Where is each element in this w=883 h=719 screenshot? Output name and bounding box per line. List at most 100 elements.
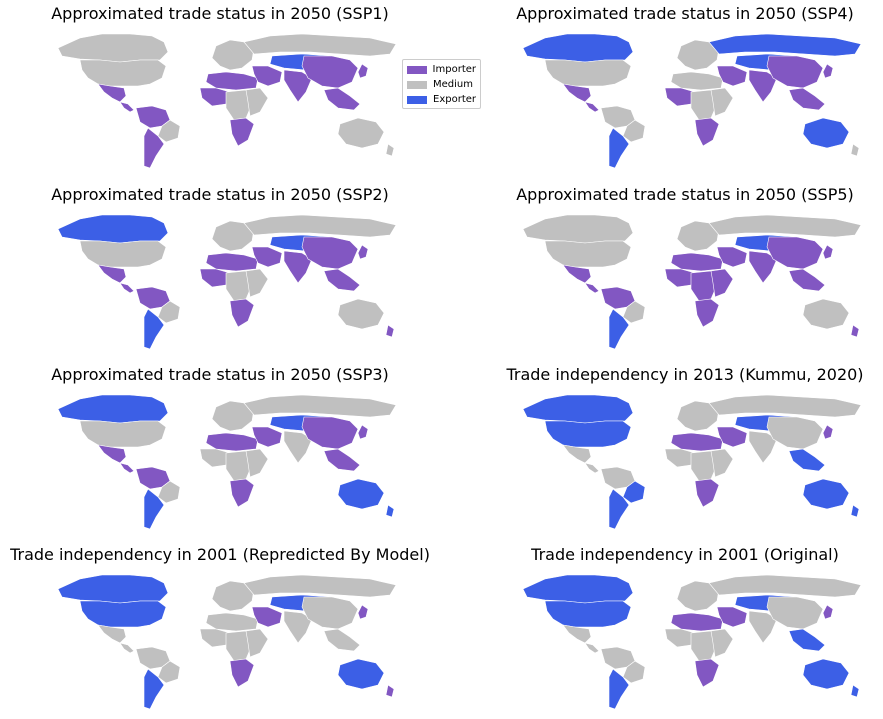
- region-middle-east: [251, 65, 283, 87]
- region-china: [766, 55, 824, 89]
- region-southern-africa: [694, 298, 720, 328]
- region-north-africa: [205, 612, 259, 632]
- panel-title: Trade independency in 2013 (Kummu, 2020): [506, 365, 864, 384]
- region-west-africa: [199, 628, 231, 648]
- region-west-africa: [199, 87, 231, 107]
- region-europe: [676, 400, 720, 432]
- region-new-zealand: [385, 143, 395, 157]
- map-panel-5: Approximated trade status in 2050 (SSP3): [0, 361, 440, 539]
- region-central-america: [584, 282, 600, 294]
- region-australia: [802, 478, 850, 510]
- region-north-africa: [670, 71, 724, 91]
- region-mexico: [97, 83, 127, 103]
- region-southeast-asia: [323, 268, 361, 292]
- region-usa: [544, 59, 632, 87]
- region-mexico: [97, 624, 127, 644]
- region-new-zealand: [385, 684, 395, 698]
- map-panel-1: Approximated trade status in 2050 (SSP1): [0, 0, 440, 178]
- panel-title: Approximated trade status in 2050 (SSP4): [516, 4, 854, 23]
- region-south-america-south: [143, 668, 165, 710]
- world-map: [522, 574, 862, 710]
- map-panel-8: Trade independency in 2001 (Original): [465, 541, 883, 719]
- world-map: [522, 33, 862, 169]
- region-north-africa: [205, 432, 259, 452]
- region-east-africa: [245, 268, 269, 298]
- region-india: [283, 250, 313, 284]
- panel-title: Approximated trade status in 2050 (SSP5): [516, 185, 854, 204]
- region-north-africa: [670, 432, 724, 452]
- region-central-america: [584, 642, 600, 654]
- region-japan: [822, 244, 834, 260]
- region-australia: [802, 117, 850, 149]
- region-southeast-asia: [788, 87, 826, 111]
- region-russia: [708, 214, 862, 238]
- region-usa: [544, 420, 632, 448]
- region-central-america: [119, 101, 135, 113]
- region-east-africa: [710, 628, 734, 658]
- region-canada: [57, 33, 169, 63]
- region-north-africa: [670, 252, 724, 272]
- region-middle-east: [716, 606, 748, 628]
- world-map: [522, 214, 862, 350]
- region-west-africa: [664, 448, 696, 468]
- region-india: [748, 69, 778, 103]
- region-south-america-south: [143, 308, 165, 350]
- region-middle-east: [716, 246, 748, 268]
- region-canada: [57, 214, 169, 244]
- region-north-africa: [205, 71, 259, 91]
- region-north-africa: [670, 612, 724, 632]
- region-east-africa: [710, 448, 734, 478]
- region-mexico: [562, 624, 592, 644]
- region-central-america: [119, 642, 135, 654]
- region-japan: [357, 244, 369, 260]
- region-europe: [676, 39, 720, 71]
- region-europe: [676, 220, 720, 252]
- region-central-america: [119, 462, 135, 474]
- region-china: [766, 416, 824, 450]
- region-south-america-south: [608, 488, 630, 530]
- region-canada: [522, 574, 634, 604]
- region-usa: [79, 240, 167, 268]
- legend-item-exporter: Exporter: [407, 92, 476, 107]
- region-east-africa: [710, 268, 734, 298]
- region-east-africa: [710, 87, 734, 117]
- legend-label: Importer: [432, 64, 476, 75]
- region-southern-africa: [694, 478, 720, 508]
- region-india: [283, 430, 313, 464]
- legend-item-medium: Medium: [407, 77, 476, 92]
- world-map: [522, 394, 862, 530]
- region-south-america-south: [608, 668, 630, 710]
- region-japan: [357, 424, 369, 440]
- region-west-africa: [199, 268, 231, 288]
- region-north-africa: [205, 252, 259, 272]
- panel-title: Approximated trade status in 2050 (SSP3): [51, 365, 389, 384]
- region-russia: [708, 574, 862, 598]
- region-southeast-asia: [788, 268, 826, 292]
- region-usa: [544, 600, 632, 628]
- region-europe: [211, 220, 255, 252]
- legend-swatch-importer: [407, 65, 427, 74]
- region-middle-east: [716, 426, 748, 448]
- panel-title: Trade independency in 2001 (Original): [531, 545, 839, 564]
- map-panel-3: Approximated trade status in 2050 (SSP2): [0, 181, 440, 359]
- region-india: [283, 69, 313, 103]
- world-map: [57, 394, 397, 530]
- region-southeast-asia: [323, 87, 361, 111]
- region-new-zealand: [385, 324, 395, 338]
- region-new-zealand: [850, 324, 860, 338]
- region-middle-east: [716, 65, 748, 87]
- region-west-africa: [664, 268, 696, 288]
- region-australia: [337, 478, 385, 510]
- region-middle-east: [251, 246, 283, 268]
- region-mexico: [562, 83, 592, 103]
- region-south-america-south: [143, 488, 165, 530]
- legend-item-importer: Importer: [407, 62, 476, 77]
- region-south-america-south: [143, 127, 165, 169]
- region-new-zealand: [850, 684, 860, 698]
- region-europe: [211, 39, 255, 71]
- region-europe: [676, 580, 720, 612]
- region-canada: [522, 33, 634, 63]
- region-southeast-asia: [788, 628, 826, 652]
- region-canada: [522, 394, 634, 424]
- region-china: [766, 236, 824, 270]
